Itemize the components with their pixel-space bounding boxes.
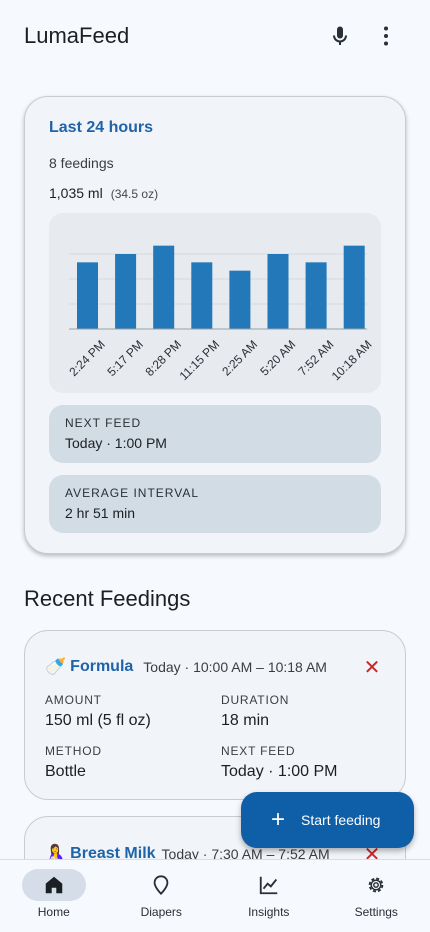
pin-icon — [153, 875, 169, 896]
average-interval-box: AVERAGE INTERVAL 2 hr 51 min — [49, 475, 381, 533]
duration-value: 18 min — [221, 712, 270, 729]
start-feeding-label: Start feeding — [301, 812, 381, 828]
recent-feedings-title: Recent Feedings — [24, 586, 191, 611]
app-title: LumaFeed — [24, 23, 130, 48]
chart-tick-label: 5:20 AM — [257, 337, 298, 378]
chart-bar[interactable] — [305, 262, 327, 329]
feeding-time: Today · 7:30 AM – 7:52 AM — [161, 846, 330, 862]
chart-bar[interactable] — [115, 254, 137, 329]
next-feed-label: NEXT FEED — [65, 416, 142, 430]
microphone-icon — [333, 26, 347, 45]
more-vertical-icon — [384, 26, 388, 46]
nav-diapers[interactable]: Diapers — [108, 860, 216, 932]
nav-home[interactable]: Home — [0, 860, 108, 932]
next-feed-value: Today · 1:00 PM — [65, 435, 167, 451]
chart-tick-label: 10:18 AM — [329, 337, 375, 383]
next-feed-value: Today · 1:00 PM — [221, 763, 338, 780]
nav-settings-label: Settings — [354, 905, 398, 919]
breastfeeding-icon: 🤱 — [45, 844, 67, 863]
bottom-navigation: Home Diapers Insights Settings — [0, 859, 430, 932]
feeding-card[interactable]: 🍼 Formula Today · 10:00 AM – 10:18 AM ✕ … — [24, 630, 406, 800]
chart-bar[interactable] — [191, 262, 213, 329]
feeding-volume-chart: 2:24 PM 5:17 PM 8:28 PM 11:15 PM 2:25 AM 5:20… — [49, 213, 381, 393]
nav-insights-label: Insights — [248, 905, 290, 919]
total-volume: 1,035 ml (34.5 oz) — [49, 185, 381, 201]
home-icon — [45, 876, 62, 894]
nav-diapers-label: Diapers — [140, 905, 182, 919]
total-oz: (34.5 oz) — [110, 187, 159, 201]
duration-label: DURATION — [221, 693, 290, 707]
nav-insights[interactable]: Insights — [215, 860, 323, 932]
feedings-count: 8 feedings — [49, 155, 114, 171]
chart-bar[interactable] — [343, 245, 365, 329]
chart-tick-label: 5:17 PM — [104, 337, 146, 379]
summary-title: Last 24 hours — [49, 119, 154, 136]
nav-settings[interactable]: Settings — [323, 860, 430, 932]
next-feed-label: NEXT FEED — [221, 744, 296, 758]
line-chart-icon — [259, 876, 277, 895]
chart-tick-label: 2:24 PM — [66, 337, 108, 379]
summary-card: Last 24 hours 8 feedings 1,035 ml (34.5 … — [24, 96, 406, 554]
gear-icon — [368, 877, 384, 893]
next-feed-box: NEXT FEED Today · 1:00 PM — [49, 405, 381, 463]
start-feeding-button[interactable]: + Start feeding — [241, 792, 414, 848]
average-interval-value: 2 hr 51 min — [65, 505, 136, 521]
amount-label: AMOUNT — [45, 693, 102, 707]
nav-home-label: Home — [37, 905, 70, 919]
chart-tick-label: 2:25 AM — [219, 337, 260, 378]
delete-feeding-button[interactable]: ✕ — [363, 656, 381, 679]
method-value: Bottle — [45, 763, 86, 780]
chart-bar[interactable] — [77, 262, 98, 329]
feeding-type: Breast Milk — [70, 845, 156, 862]
amount-value: 150 ml (5 fl oz) — [45, 712, 151, 729]
bottle-icon: 🍼 — [45, 657, 67, 676]
average-interval-label: AVERAGE INTERVAL — [65, 486, 200, 500]
feeding-time: Today · 10:00 AM – 10:18 AM — [143, 659, 327, 675]
chart-bar[interactable] — [153, 245, 175, 329]
feeding-type: Formula — [70, 658, 134, 675]
total-ml: 1,035 ml — [49, 185, 103, 201]
plus-icon: + — [271, 806, 286, 833]
overflow-menu-button[interactable] — [366, 16, 406, 56]
chart-bar[interactable] — [267, 254, 289, 329]
method-label: METHOD — [45, 744, 102, 758]
voice-button[interactable] — [320, 16, 360, 56]
chart-tick-label: 11:15 PM — [177, 337, 223, 383]
chart-bar[interactable] — [229, 270, 251, 329]
app-bar: LumaFeed — [0, 0, 430, 72]
